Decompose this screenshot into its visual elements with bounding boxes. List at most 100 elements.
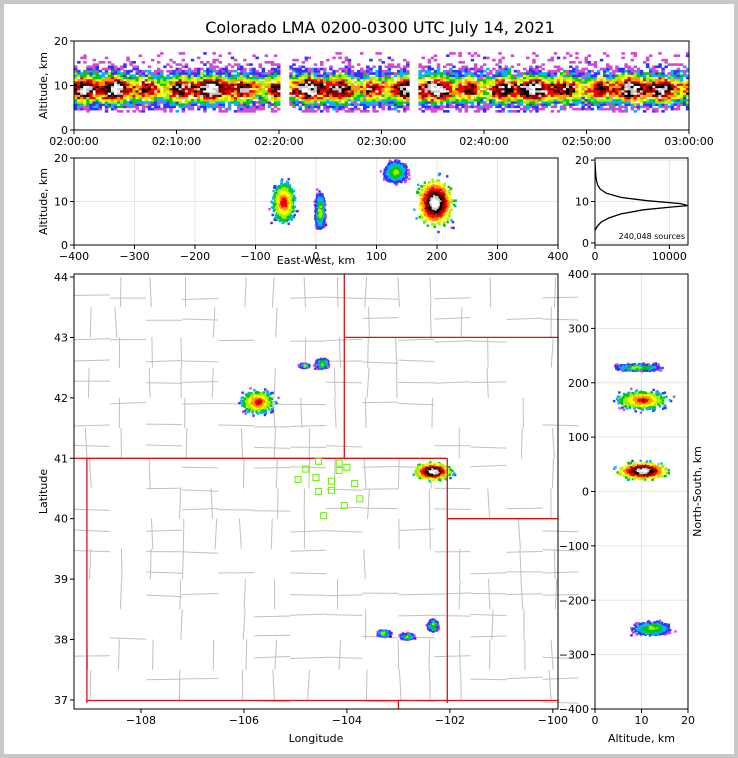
density-cell — [541, 98, 545, 102]
density-cell — [523, 67, 527, 71]
density-cell — [301, 98, 306, 102]
density-cell — [190, 58, 195, 62]
density-cell — [163, 98, 167, 102]
density-cell — [184, 94, 189, 98]
density-cell — [267, 98, 272, 102]
density-cell — [538, 69, 542, 73]
density-cell — [157, 105, 161, 109]
density-cell — [316, 196, 319, 200]
density-cell — [304, 107, 309, 111]
density-cell — [77, 78, 81, 82]
density-cell — [403, 78, 407, 82]
density-cell — [273, 81, 278, 84]
density-cell — [439, 107, 444, 111]
density-cell — [350, 83, 355, 86]
density-cell — [335, 103, 339, 106]
density-cell — [538, 78, 542, 82]
density-cell — [86, 110, 90, 113]
density-cell — [316, 85, 321, 89]
density-cell — [332, 90, 336, 93]
density-cell — [243, 72, 247, 75]
density-cell — [289, 193, 292, 197]
density-cell — [439, 98, 444, 102]
density-cell — [504, 67, 508, 71]
density-cell — [498, 85, 502, 89]
density-cell — [381, 61, 385, 64]
density-cell — [483, 81, 487, 84]
density-cell — [246, 92, 250, 95]
density-cell — [193, 101, 198, 104]
density-cell — [661, 90, 665, 93]
density-cell — [446, 110, 450, 113]
density-cell — [230, 78, 235, 82]
density-cell — [227, 107, 232, 111]
density-cell — [673, 72, 678, 75]
density-cell — [593, 87, 598, 91]
density-cell — [427, 101, 432, 104]
density-cell — [569, 69, 573, 73]
density-cell — [566, 76, 570, 80]
density-cell — [403, 85, 407, 89]
density-cell — [255, 81, 259, 84]
density-cell — [218, 101, 222, 104]
density-cell — [458, 85, 462, 89]
density-cell — [181, 92, 186, 95]
density-cell — [144, 90, 149, 93]
density-cell — [326, 98, 330, 102]
density-cell — [596, 105, 601, 109]
density-cell — [284, 200, 287, 203]
density-cell — [77, 90, 81, 93]
density-cell — [449, 83, 453, 86]
density-cell — [652, 74, 656, 78]
density-cell — [163, 96, 167, 100]
density-cell — [679, 96, 684, 100]
density-cell — [433, 87, 438, 91]
density-cell — [287, 218, 290, 221]
density-cell — [329, 85, 333, 89]
density-cell — [135, 72, 139, 75]
density-cell — [285, 207, 289, 210]
density-cell — [476, 110, 481, 113]
density-cell — [285, 219, 289, 223]
density-cell — [282, 204, 286, 207]
density-cell — [458, 96, 462, 100]
density-cell — [304, 74, 309, 78]
density-cell — [163, 92, 167, 95]
density-cell — [335, 96, 339, 100]
density-cell — [190, 78, 195, 82]
density-cell — [341, 81, 345, 84]
density-cell — [639, 85, 644, 89]
density-cell — [135, 92, 139, 95]
density-cell — [685, 69, 690, 73]
density-cell — [424, 101, 429, 104]
density-cell — [642, 78, 647, 82]
density-cell — [258, 85, 262, 89]
density-cell — [233, 101, 238, 104]
density-cell — [532, 52, 536, 55]
density-cell — [249, 67, 253, 71]
density-cell — [433, 78, 438, 82]
density-cell — [642, 103, 647, 106]
density-cell — [261, 92, 266, 95]
density-cell — [123, 105, 127, 109]
density-cell — [467, 94, 472, 98]
density-cell — [406, 107, 410, 111]
density-cell — [396, 74, 401, 78]
density-cell — [501, 87, 505, 91]
density-cell — [685, 67, 690, 71]
density-cell — [676, 67, 681, 71]
density-cell — [249, 101, 253, 104]
density-cell — [387, 69, 392, 73]
density-cell — [233, 78, 238, 82]
density-cell — [492, 92, 496, 95]
density-cell — [230, 81, 235, 84]
density-cell — [455, 94, 459, 98]
density-cell — [291, 189, 294, 192]
density-cell — [559, 94, 564, 98]
density-cell — [233, 110, 238, 113]
density-cell — [375, 87, 379, 91]
density-cell — [473, 72, 478, 75]
density-cell — [252, 54, 256, 58]
density-cell — [685, 101, 690, 104]
density-cell — [344, 81, 349, 84]
